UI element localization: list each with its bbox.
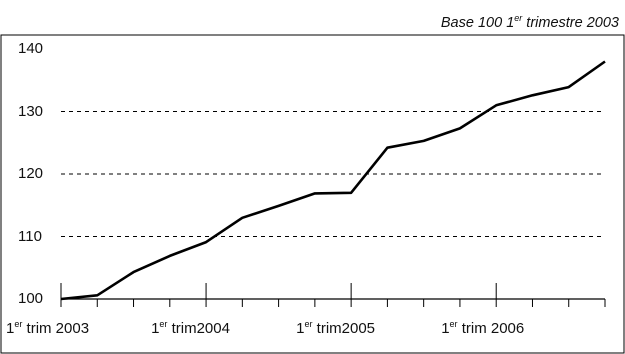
- y-tick-label: 120: [18, 165, 44, 182]
- x-tick-label: 1er trim2004: [151, 319, 230, 337]
- y-tick-label: 130: [18, 102, 44, 120]
- series-line: [60, 60, 606, 301]
- y-tick-label: 140: [18, 40, 44, 57]
- y-tick-label: 110: [18, 227, 42, 245]
- base-note: Base 100 1er trimestre 2003: [440, 13, 619, 31]
- axis-ticks: [60, 283, 606, 307]
- y-tick-label: 100: [18, 290, 44, 307]
- x-tick-label: 1er trim2005: [296, 319, 376, 337]
- grid-lines: [61, 111, 605, 237]
- chart-frame: [0, 34, 625, 354]
- x-tick-label: 1er trim 2006: [441, 319, 525, 337]
- x-tick-label: 1er trim 2003: [6, 319, 90, 337]
